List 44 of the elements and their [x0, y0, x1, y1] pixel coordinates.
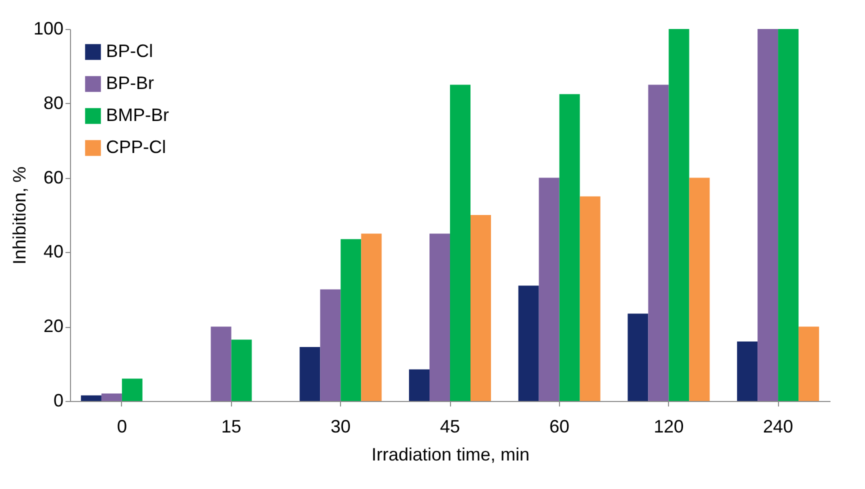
- bar: [80, 395, 102, 401]
- x-tick-label: 45: [440, 416, 460, 436]
- bar: [580, 196, 600, 401]
- bar: [429, 234, 450, 401]
- legend-label: BP-Br: [106, 73, 154, 93]
- bar: [320, 289, 341, 401]
- bar: [798, 326, 820, 401]
- x-tick-label: 240: [763, 416, 794, 436]
- bar: [122, 378, 142, 401]
- bar: [628, 314, 648, 401]
- bar: [559, 94, 580, 401]
- y-tick-label: 40: [43, 242, 64, 262]
- x-tick-label: 30: [330, 416, 351, 436]
- bar: [340, 239, 362, 401]
- bar: [518, 286, 539, 401]
- bar: [648, 84, 669, 401]
- x-tick-label: 120: [654, 416, 684, 436]
- y-axis-title: Inhibition, %: [9, 166, 30, 265]
- bar: [300, 347, 320, 401]
- bar: [538, 178, 560, 401]
- bar: [470, 215, 492, 401]
- x-axis-title: Irradiation time, min: [371, 444, 530, 464]
- bar: [101, 394, 122, 401]
- bar: [361, 234, 382, 401]
- bar: [668, 29, 690, 401]
- bar: [231, 340, 252, 401]
- y-tick-label: 100: [33, 18, 64, 38]
- legend-label: BMP-Br: [106, 105, 170, 125]
- bar: [689, 178, 710, 401]
- bar: [408, 369, 430, 401]
- bar: [758, 29, 778, 401]
- legend-label: BP-Cl: [106, 41, 154, 61]
- y-tick-label: 0: [53, 390, 64, 410]
- y-tick-label: 60: [43, 167, 64, 188]
- y-tick-label: 80: [43, 92, 64, 113]
- x-tick-label: 60: [549, 416, 570, 436]
- bar: [737, 341, 758, 401]
- bar: [778, 29, 799, 401]
- bar: [210, 326, 232, 401]
- x-tick-label: 15: [221, 416, 242, 436]
- y-tick-label: 20: [43, 316, 64, 336]
- x-tick-label: 0: [116, 416, 127, 436]
- bar: [450, 84, 471, 401]
- legend-label: CPP-Cl: [106, 137, 166, 157]
